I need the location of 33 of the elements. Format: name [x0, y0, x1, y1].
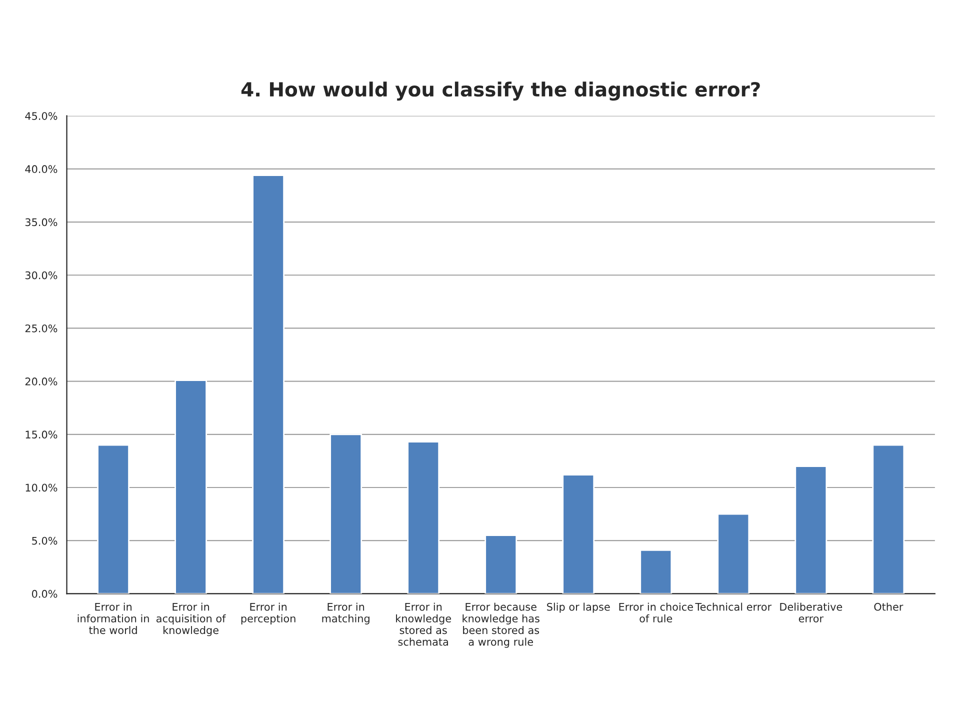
y-tick-label: 30.0% [25, 271, 58, 280]
x-tick-label: Slip or lapse [547, 602, 610, 613]
y-tick-label: 5.0% [32, 536, 58, 545]
y-tick-label: 25.0% [25, 324, 58, 332]
bar [872, 444, 905, 594]
y-tick-label: 35.0% [25, 218, 58, 226]
bar [252, 174, 285, 594]
bar [174, 380, 207, 594]
bar [484, 534, 518, 594]
x-tick-label: Other [874, 602, 904, 611]
bar [794, 466, 828, 594]
x-tick-label: Technical error [695, 602, 772, 611]
y-tick-label: 45.0% [25, 112, 58, 120]
bar [562, 474, 595, 594]
bar [407, 441, 440, 594]
bar [97, 444, 130, 594]
chart-title: 4. How would you classify the diagnostic error? [241, 82, 760, 101]
x-tick-label: Error in choice of rule [619, 602, 693, 622]
y-tick-label: 40.0% [25, 165, 58, 174]
y-tick-label: 15.0% [26, 430, 58, 439]
bar [717, 513, 750, 594]
x-tick-label: Error in acquisition of knowledge [156, 602, 226, 636]
x-tick-label: Error in matching [322, 602, 370, 624]
bar [330, 434, 362, 594]
x-tick-label: Error because knowledge has been stored as a wrong rule [462, 602, 540, 648]
x-tick-label: Error in information in the world [78, 602, 149, 634]
bar [640, 549, 672, 594]
x-tick-label: Deliberative error [780, 602, 842, 622]
x-tick-label: Error in knowledge stored as schemata [396, 602, 452, 646]
y-tick-label: 10.0% [26, 484, 58, 492]
y-tick-label: 0.0% [32, 590, 58, 598]
y-tick-label: 20.0% [25, 378, 58, 386]
x-tick-label: Error in perception [241, 602, 296, 624]
